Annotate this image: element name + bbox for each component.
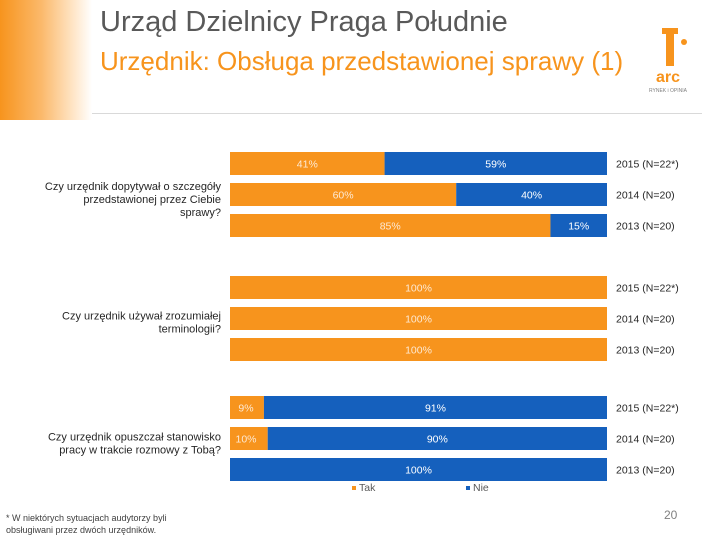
logo-text: arc (656, 69, 680, 86)
data-label-tak: 100% (405, 314, 432, 326)
row-year-label: 2014 (N=20) (616, 190, 675, 202)
footnote: * W niektórych sytuacjach audytorzy byli… (6, 513, 167, 535)
bar-segment-tak (230, 396, 264, 419)
bar-segment-nie (263, 396, 607, 419)
bar-segment-tak (230, 338, 607, 361)
question-label: Czy urzędnik opuszczał stanowisko pracy w… (48, 432, 221, 457)
data-label-tak: 100% (405, 345, 432, 357)
bar-segment-nie (230, 458, 607, 481)
row-year-label: 2015 (N=22*) (616, 283, 679, 295)
data-label-nie: 91% (425, 403, 446, 415)
data-label-nie: 40% (521, 190, 542, 202)
data-label-nie: 90% (427, 434, 448, 446)
bar-segment-nie (550, 214, 607, 237)
legend-label-nie: Nie (473, 482, 489, 494)
data-label-tak: 41% (297, 159, 318, 171)
data-label-tak: 100% (405, 283, 432, 295)
logo-subtext: RYNEK i OPINIA (649, 88, 688, 94)
bar-segment-tak (230, 183, 457, 206)
page-title: Urząd Dzielnicy Praga Południe (100, 6, 508, 38)
logo-dot (681, 39, 687, 45)
data-label-nie: 100% (405, 465, 432, 477)
bar-segment-tak (230, 427, 268, 450)
question-label: Czy urzędnik dopytywał o szczegóły przeds… (45, 181, 222, 219)
data-label-tak: 85% (380, 221, 401, 233)
data-label-nie: 59% (485, 159, 506, 171)
row-year-label: 2013 (N=20) (616, 345, 675, 357)
row-year-label: 2014 (N=20) (616, 314, 675, 326)
data-label-tak: 60% (333, 190, 354, 202)
question-label: Czy urzędnik używał zrozumiałej terminolo… (62, 311, 221, 336)
row-year-label: 2015 (N=22*) (616, 159, 679, 171)
data-label-tak: 9% (238, 403, 253, 415)
header-accent-gradient (0, 0, 92, 120)
legend-label-tak: Tak (359, 482, 376, 494)
row-year-label: 2013 (N=20) (616, 465, 675, 477)
row-year-label: 2014 (N=20) (616, 434, 675, 446)
page-subtitle: Urzędnik: Obsługa przedstawionej sprawy … (100, 46, 624, 76)
logo-tower-head (662, 28, 678, 34)
header-divider (92, 113, 702, 114)
data-label-nie: 15% (568, 221, 589, 233)
legend-swatch-tak (352, 486, 356, 490)
row-year-label: 2013 (N=20) (616, 221, 675, 233)
bar-segment-tak (230, 276, 607, 299)
bar-segment-nie (456, 183, 607, 206)
bar-segment-nie (267, 427, 607, 450)
row-year-label: 2015 (N=22*) (616, 403, 679, 415)
bar-segment-tak (230, 214, 551, 237)
bar-segment-nie (384, 152, 607, 175)
arc-logo: arc RYNEK i OPINIA (649, 28, 688, 94)
legend-swatch-nie (466, 486, 470, 490)
data-label-tak: 10% (235, 434, 256, 446)
bar-segment-tak (230, 152, 385, 175)
logo-tower (666, 32, 674, 66)
page-number: 20 (664, 508, 678, 522)
bar-segment-tak (230, 307, 607, 330)
